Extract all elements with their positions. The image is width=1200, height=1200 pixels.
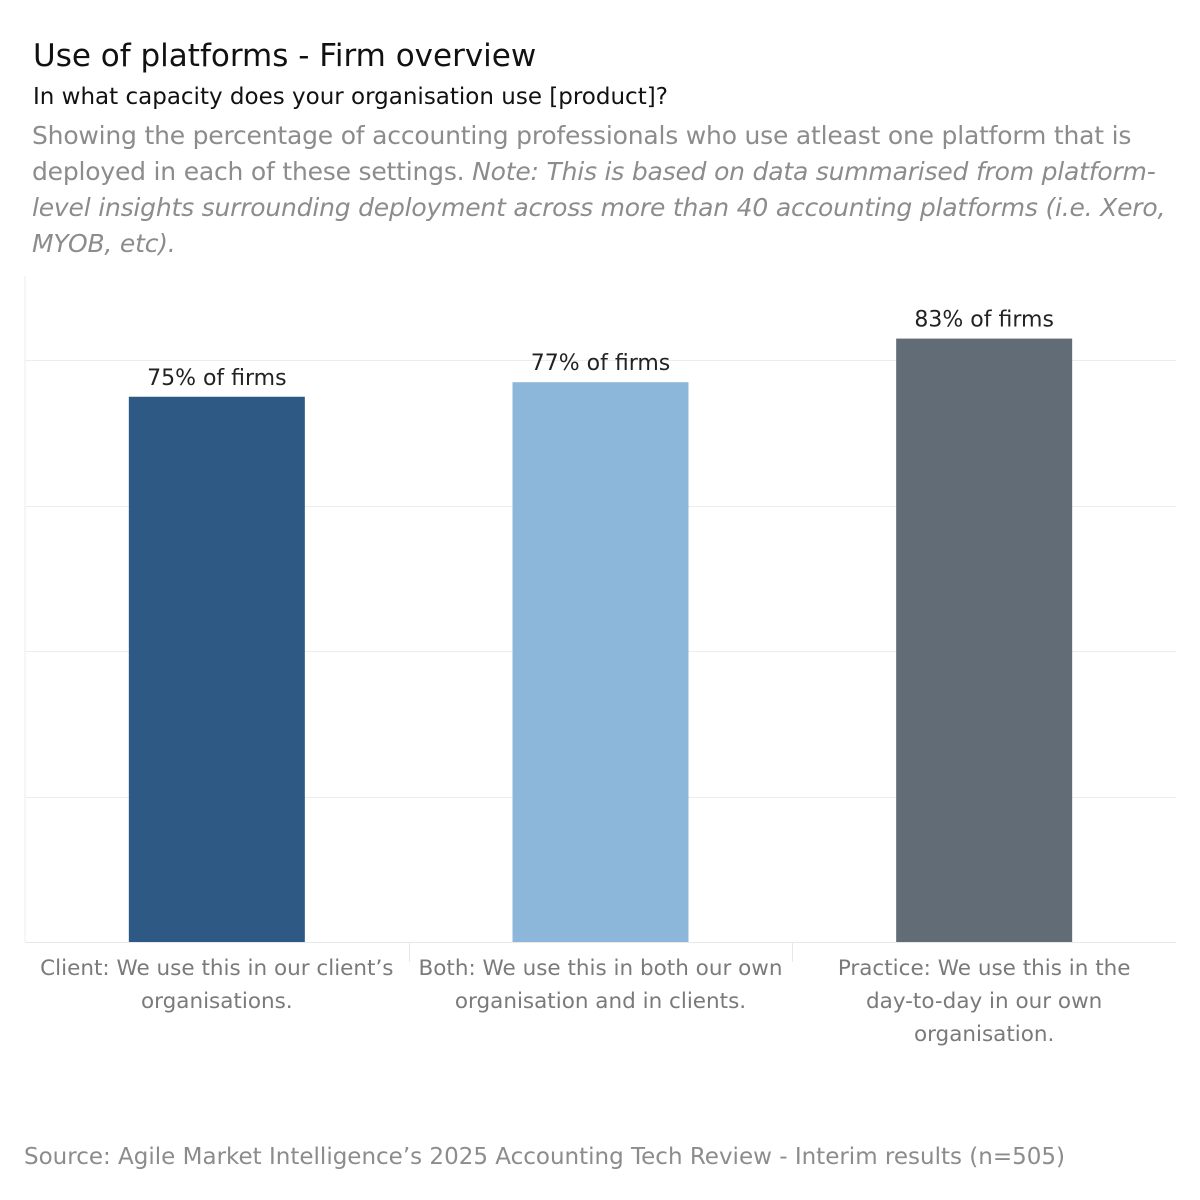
chart-description: Showing the percentage of accounting pro…	[32, 118, 1182, 262]
source-note: Source: Agile Market Intelligence’s 2025…	[24, 1144, 1065, 1170]
description-note: Note: This is based on data summarised f…	[32, 157, 1166, 258]
x-tick-label-2: Both: We use this in both our own organis…	[419, 956, 783, 1014]
description-text: Showing the percentage of accounting pro…	[32, 121, 1132, 186]
data-label-1: 75% of firms	[147, 366, 287, 391]
x-tick-label-3: Practice: We use this in the day-to-day i…	[838, 956, 1131, 1047]
bar-3	[896, 338, 1073, 943]
data-label-3: 83% of firms	[914, 308, 1054, 333]
chart-title: Use of platforms - Firm overview	[33, 38, 537, 74]
bar-2	[512, 382, 689, 943]
bar-1	[128, 396, 305, 942]
x-tick-label-1: Client: We use this in our client’s organ…	[40, 956, 393, 1014]
chart-question: In what capacity does your organisation …	[33, 84, 668, 110]
data-label-2: 77% of firms	[531, 351, 671, 376]
